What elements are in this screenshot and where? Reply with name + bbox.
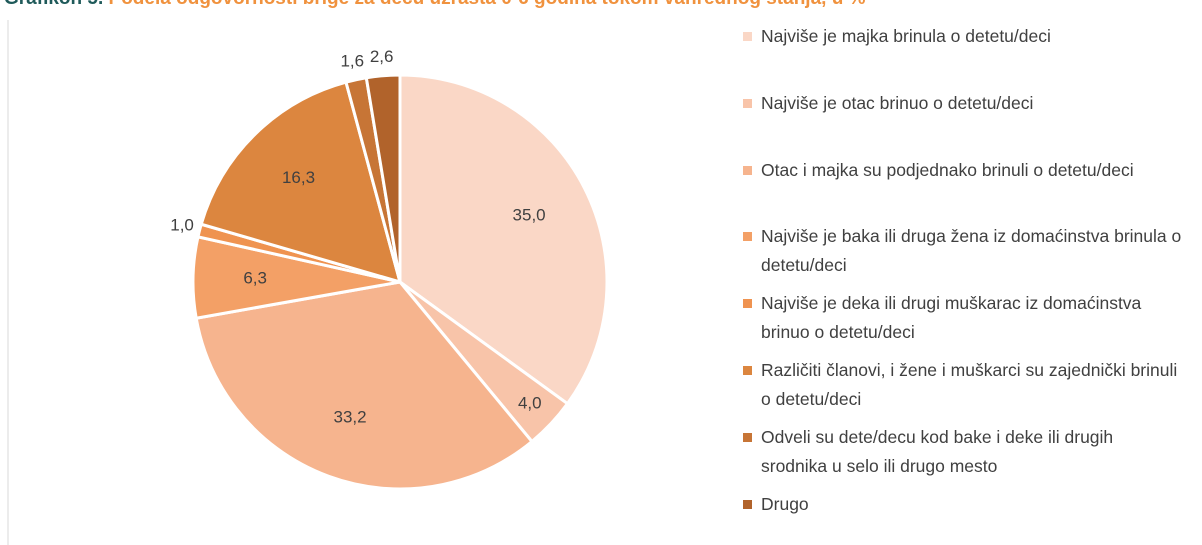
legend-item: Različiti članovi, i žene i muškarci su … [743,356,1183,423]
legend-swatch [743,32,752,41]
data-label: 33,2 [334,408,367,427]
legend-label: Najviše je deka ili drugi muškarac iz do… [761,293,1142,343]
legend-item: Odveli su dete/decu kod bake i deke ili … [743,423,1183,490]
legend-swatch [743,365,752,375]
legend-label: Najviše je otac brinuo o detetu/deci [761,92,1034,113]
pie-slice [194,280,535,491]
data-label: 1,6 [340,52,364,71]
legend-label: Odveli su dete/decu kod bake i deke ili … [761,426,1114,476]
legend-label: Različiti članovi, i žene i muškarci su … [761,359,1178,409]
legend-item: Najviše je majka brinula o detetu/deci [743,22,1183,89]
data-label: 6,3 [243,268,267,287]
legend-label: Otac i majka su podjednako brinuli o det… [761,159,1134,180]
pie-slice [364,73,402,283]
data-label: 4,0 [518,393,542,412]
title-text: Podela odgovornosti brige za decu uzrast… [109,0,866,9]
data-label: 35,0 [513,206,546,225]
legend-item: Drugo [743,490,1183,545]
legend-swatch [743,299,752,309]
pie-slice [398,73,609,406]
legend-label: Najviše je majka brinula o detetu/deci [761,26,1051,46]
legend-item: Najviše je deka ili drugi muškarac iz do… [743,289,1183,356]
legend-swatch [743,499,752,509]
legend-swatch [743,98,752,108]
data-label: 1,0 [170,216,194,235]
legend-label: Drugo [761,493,809,514]
legend-item: Najviše je otac brinuo o detetu/deci [743,89,1183,156]
legend-item: Najviše je baka ili druga žena iz domaći… [743,222,1183,289]
title-prefix: Grafikon 5. [4,0,103,9]
legend-swatch [743,232,752,242]
legend-swatch [743,165,752,175]
legend-item: Otac i majka su podjednako brinuli o det… [743,156,1183,223]
data-label: 16,3 [282,168,315,187]
chart-title: Grafikon 5. Podela odgovornosti brige za… [4,0,866,10]
pie-slice [199,80,403,285]
legend: Najviše je majka brinula o detetu/deci Na… [743,22,1183,545]
legend-swatch [743,432,752,442]
data-label: 2,6 [370,47,394,66]
legend-label: Najviše je baka ili druga žena iz domaći… [761,226,1182,276]
